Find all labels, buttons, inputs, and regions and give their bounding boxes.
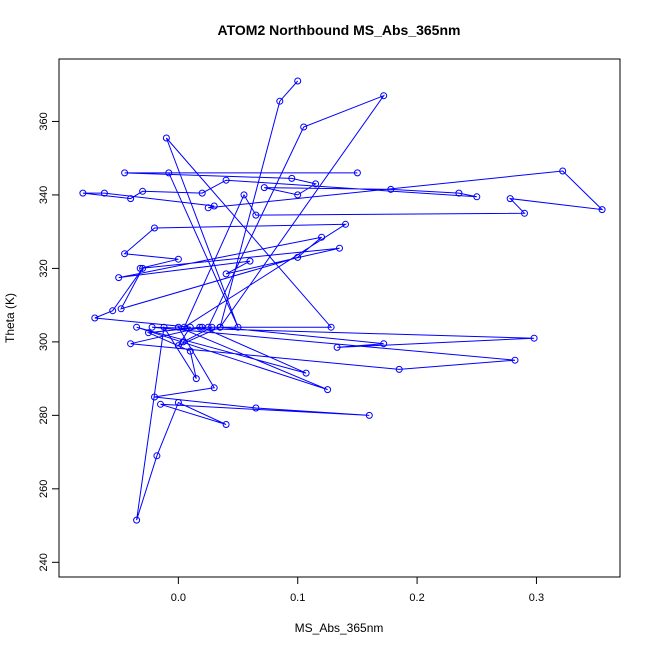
data-point [252, 404, 260, 412]
y-tick-label: 320 [38, 259, 50, 277]
data-point [380, 92, 388, 100]
x-tick-label: 0.0 [171, 592, 186, 604]
data-point [365, 411, 373, 419]
x-axis: 0.0 0.1 0.2 0.3 [171, 576, 544, 604]
data-point [115, 274, 123, 282]
data-point [302, 369, 310, 377]
data-point [246, 257, 254, 265]
y-tick-label: 300 [38, 333, 50, 351]
y-tick-label: 280 [38, 406, 50, 424]
data-point [136, 264, 144, 272]
data-point [204, 204, 212, 212]
data-point [186, 347, 194, 355]
data-point [151, 393, 158, 401]
data-point [234, 323, 242, 331]
data-point [127, 340, 135, 348]
data-point [324, 386, 332, 394]
data-point [395, 365, 403, 373]
data-point [79, 189, 87, 197]
data-point [117, 305, 125, 313]
data-point [327, 323, 335, 331]
data-point [473, 193, 481, 201]
data-point [133, 323, 141, 331]
y-axis: 240 260 280 300 320 340 360 [38, 112, 60, 571]
data-point [511, 356, 519, 364]
x-axis-label: MS_Abs_365nm [295, 621, 384, 635]
data-point [148, 323, 156, 331]
data-point [521, 209, 528, 217]
data-point [174, 342, 182, 350]
data-point [165, 169, 173, 177]
data-point [162, 134, 170, 142]
data-point [196, 323, 204, 331]
y-tick-label: 240 [38, 553, 50, 571]
data-point [216, 323, 224, 331]
data-point [506, 195, 514, 203]
data-point [160, 323, 168, 331]
data-point [312, 180, 320, 188]
data-point [318, 233, 326, 241]
data-point [109, 307, 117, 315]
data-point [300, 123, 308, 131]
data-point [294, 191, 302, 199]
data-point [598, 206, 606, 214]
data-point [222, 176, 230, 184]
data-point [380, 340, 388, 348]
x-tick-label: 0.1 [290, 592, 305, 604]
y-tick-label: 360 [38, 112, 50, 130]
data-point [186, 323, 194, 331]
data-point [252, 211, 260, 219]
x-tick-label: 0.3 [529, 592, 544, 604]
data-point [530, 334, 538, 342]
data-point [91, 314, 99, 322]
data-point [153, 452, 161, 460]
chart-title: ATOM2 Northbound MS_Abs_365nm [218, 22, 461, 38]
y-axis-label: Theta (K) [3, 293, 17, 343]
data-point [333, 343, 341, 351]
y-tick-label: 340 [38, 186, 50, 204]
data-point [133, 516, 141, 524]
data-point [174, 323, 182, 331]
data-point [198, 323, 206, 331]
data-point [353, 169, 361, 177]
data-point [127, 195, 135, 203]
series-layer [79, 77, 606, 524]
data-point [208, 323, 216, 331]
data-point [210, 384, 218, 392]
data-point [121, 250, 129, 258]
series-line [82, 80, 604, 521]
data-point [294, 77, 302, 85]
data-point [260, 184, 268, 192]
data-point [139, 187, 147, 195]
data-point [240, 191, 248, 199]
data-point [198, 189, 206, 197]
data-point [455, 189, 463, 197]
data-point [222, 421, 230, 428]
data-point [139, 264, 147, 272]
data-point [222, 270, 230, 278]
data-point [151, 224, 158, 232]
data-point [121, 169, 129, 177]
data-point [288, 174, 296, 182]
data-point [336, 244, 343, 252]
data-point [174, 399, 182, 406]
data-point [100, 189, 108, 197]
data-point [174, 255, 182, 263]
data-point [276, 97, 284, 105]
data-point [559, 167, 567, 175]
data-point [145, 329, 152, 337]
x-tick-label: 0.2 [409, 592, 424, 604]
data-point [157, 400, 164, 408]
data-point [179, 338, 187, 346]
data-point [342, 220, 349, 228]
y-tick-label: 260 [38, 480, 50, 498]
data-point [294, 253, 302, 261]
data-point [387, 185, 395, 193]
data-point [192, 375, 200, 383]
